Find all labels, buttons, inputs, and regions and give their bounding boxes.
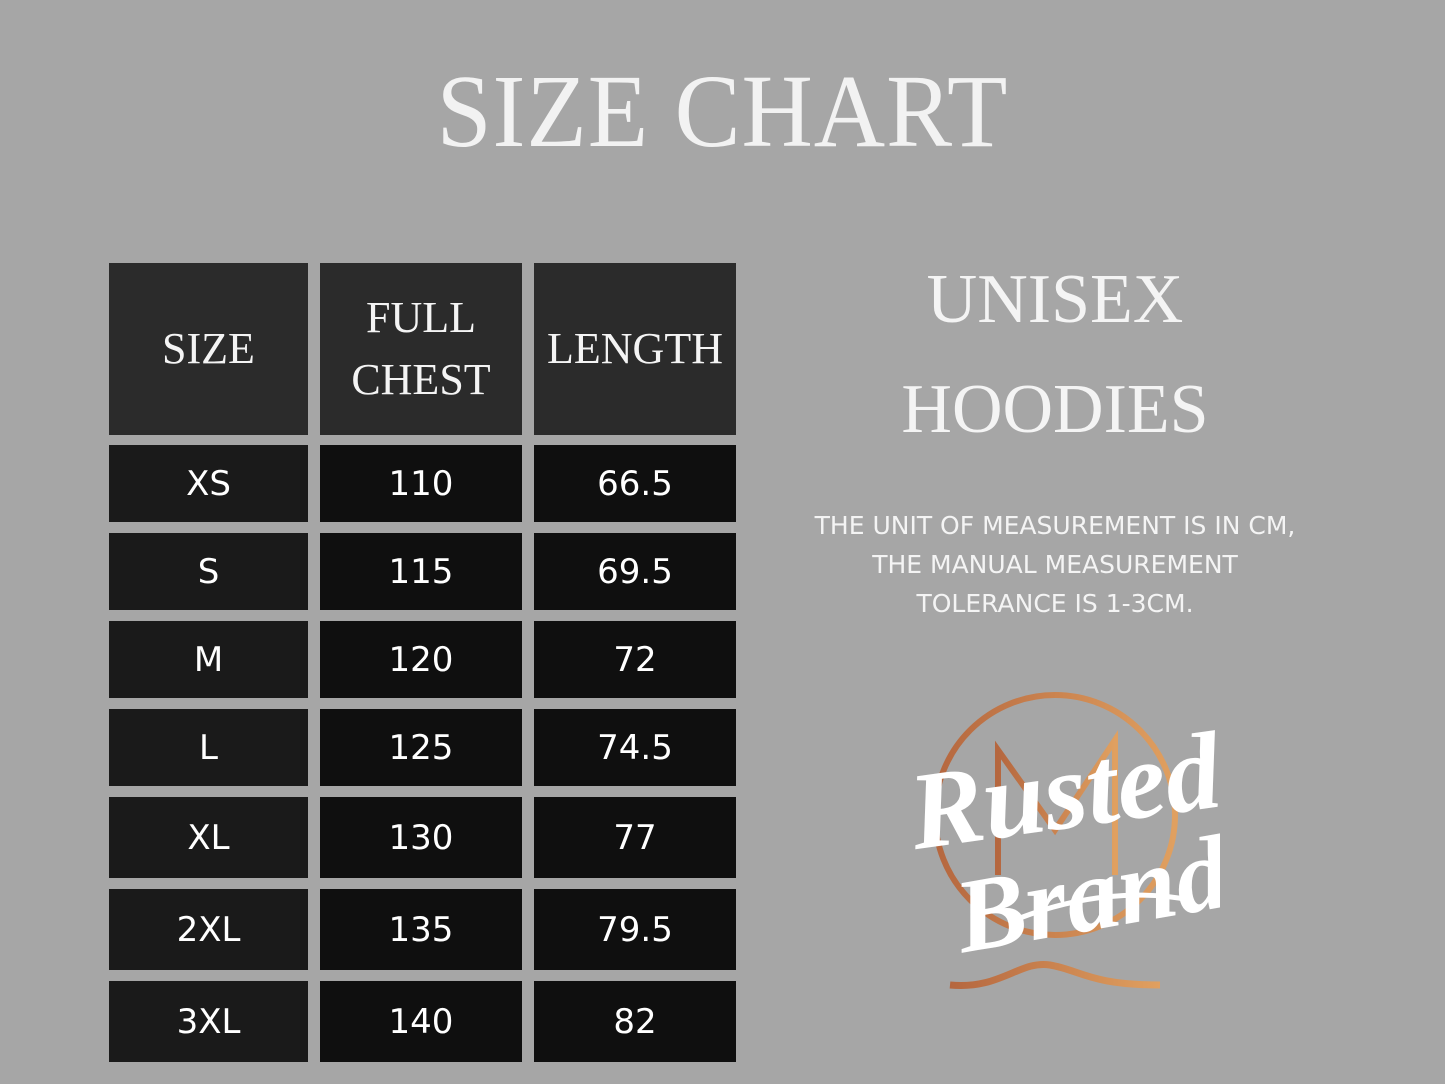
cell-size: L [109,709,308,786]
brand-logo: Rusted Brand [901,692,1220,990]
cell-length: 77 [534,797,736,878]
cell-size: 3XL [109,981,308,1062]
cell-full-chest: 125 [320,709,522,786]
cell-length: 82 [534,981,736,1062]
header-full-chest: FULL CHEST [320,263,522,435]
product-title: UNISEX HOODIES [820,245,1290,465]
logo-swash [1017,892,1193,921]
product-line-1: UNISEX [926,261,1184,338]
cell-length: 79.5 [534,889,736,970]
cell-length: 74.5 [534,709,736,786]
cell-full-chest: 120 [320,621,522,698]
cell-full-chest: 140 [320,981,522,1062]
cell-full-chest: 115 [320,533,522,610]
product-line-2: HOODIES [901,371,1209,448]
cell-length: 66.5 [534,445,736,522]
cell-size: 2XL [109,889,308,970]
measurement-note: THE UNIT OF MEASUREMENT IS IN CM, THE MA… [814,511,1296,618]
cell-length: 69.5 [534,533,736,610]
cell-full-chest: 135 [320,889,522,970]
cell-size: XS [109,445,308,522]
header-size: SIZE [109,263,308,435]
cell-size: S [109,533,308,610]
cell-size: XL [109,797,308,878]
logo-m-mark [995,730,1118,875]
page-title: SIZE CHART [436,54,1009,169]
header-length: LENGTH [534,263,736,435]
cell-full-chest: 110 [320,445,522,522]
logo-circle [932,692,1178,938]
cell-length: 72 [534,621,736,698]
logo-wave [949,960,1161,990]
cell-size: M [109,621,308,698]
cell-full-chest: 130 [320,797,522,878]
